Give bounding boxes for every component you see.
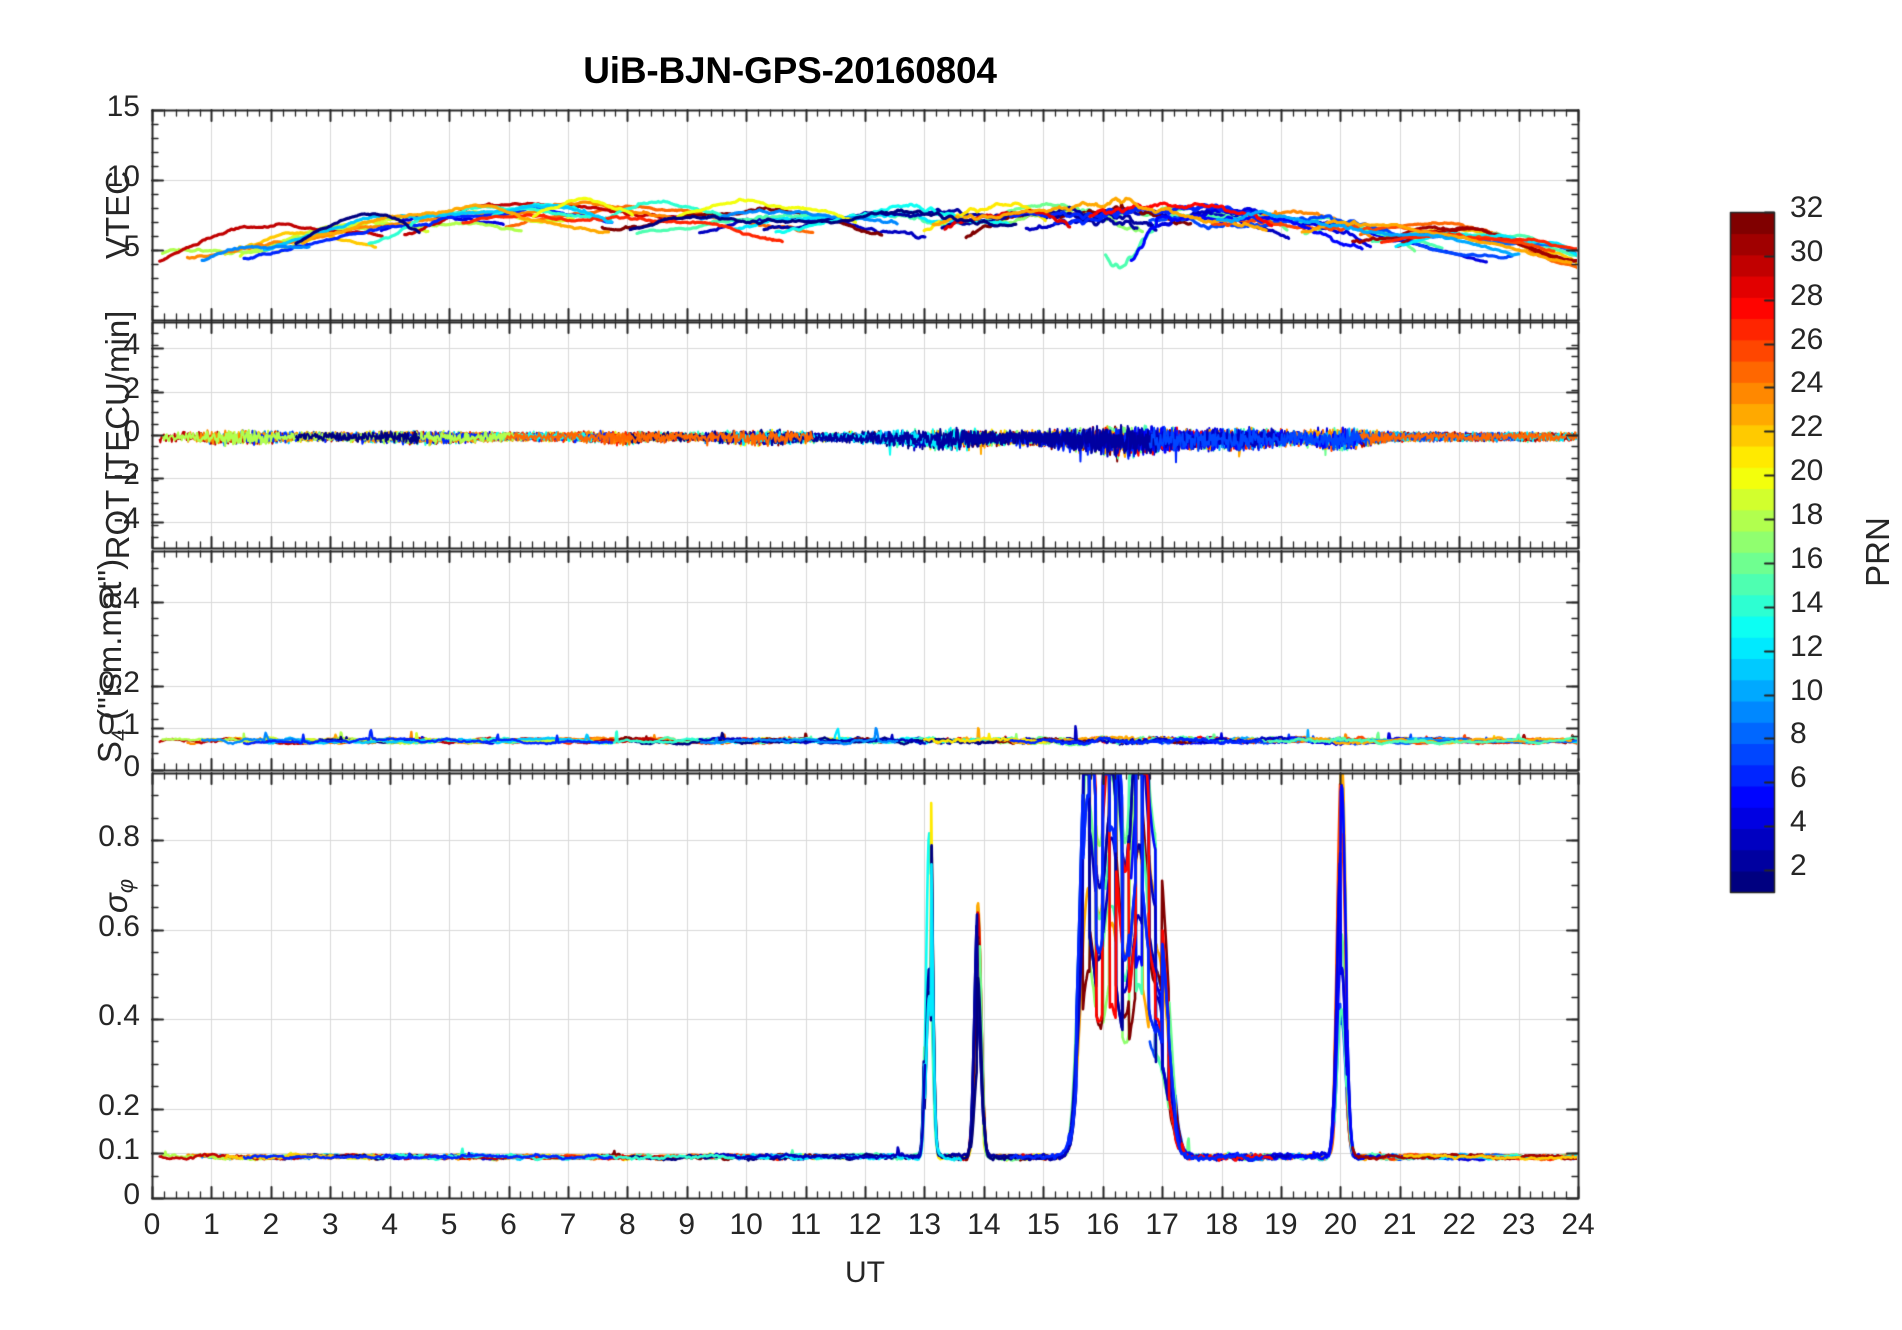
plot-canvas <box>0 0 1902 1330</box>
gps-scintillation-figure: UiB-BJN-GPS-20160804 5 10 15 -4 -2 0 2 4 0 0.1 0.2… <box>0 0 1902 1330</box>
